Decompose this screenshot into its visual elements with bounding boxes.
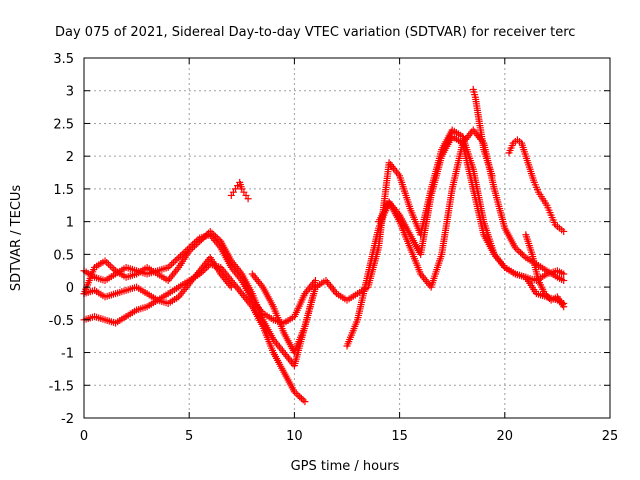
chart-title: Day 075 of 2021, Sidereal Day-to-day VTE… <box>55 25 575 40</box>
data-point <box>299 396 307 404</box>
y-axis: -2 -1.5 -1 -0.5 0 0.5 1 1.5 2 2.5 3 3.5 <box>49 52 610 427</box>
y-tick-label: -1 <box>61 347 74 362</box>
data-point <box>194 239 202 247</box>
y-axis-label: SDTVAR / TECUs <box>9 185 24 292</box>
data-point <box>560 277 568 285</box>
plot-frame <box>83 57 611 419</box>
data-point <box>168 260 176 268</box>
data-point <box>296 393 304 401</box>
data-point <box>488 172 496 180</box>
y-tick-label: -1.5 <box>49 379 74 394</box>
data-point <box>515 247 523 255</box>
data-point <box>106 262 114 270</box>
x-axis: 0 5 10 15 20 25 <box>80 58 618 444</box>
y-tick-label: 0.5 <box>53 248 74 263</box>
y-tick-label: 1.5 <box>53 183 74 198</box>
data-point <box>201 232 209 240</box>
data-point <box>301 398 309 406</box>
x-axis-label: GPS time / hours <box>291 459 400 474</box>
data-point <box>544 293 552 301</box>
x-tick-label: 10 <box>286 429 303 444</box>
data-point <box>103 259 111 267</box>
data-point <box>518 250 526 258</box>
data-points <box>80 85 568 406</box>
data-point <box>190 242 198 250</box>
data-point <box>541 290 549 298</box>
data-point <box>311 277 319 285</box>
data-point <box>517 249 525 257</box>
y-tick-label: 1 <box>66 216 74 231</box>
grid <box>84 58 610 418</box>
data-point <box>560 270 568 278</box>
data-point <box>189 244 197 252</box>
y-tick-label: 3 <box>66 85 74 100</box>
data-point <box>169 259 177 267</box>
y-tick-label: 2.5 <box>53 117 74 132</box>
y-tick-label: 3.5 <box>53 52 74 67</box>
data-point <box>560 303 568 311</box>
x-tick-label: 20 <box>497 429 514 444</box>
data-point <box>542 291 550 299</box>
data-point <box>560 227 568 235</box>
y-tick-label: 2 <box>66 150 74 165</box>
data-point <box>192 241 200 249</box>
y-tick-label: -0.5 <box>49 314 74 329</box>
data-point <box>294 391 302 399</box>
x-tick-label: 0 <box>80 429 88 444</box>
x-tick-label: 5 <box>185 429 193 444</box>
data-point <box>227 283 235 291</box>
x-tick-label: 25 <box>602 429 619 444</box>
data-point <box>297 394 305 402</box>
data-point <box>187 245 195 253</box>
data-point <box>108 263 116 271</box>
data-point <box>171 257 179 265</box>
y-tick-label: -2 <box>61 412 74 427</box>
y-tick-label: 0 <box>66 281 74 296</box>
data-point <box>244 195 252 203</box>
x-tick-label: 15 <box>391 429 408 444</box>
